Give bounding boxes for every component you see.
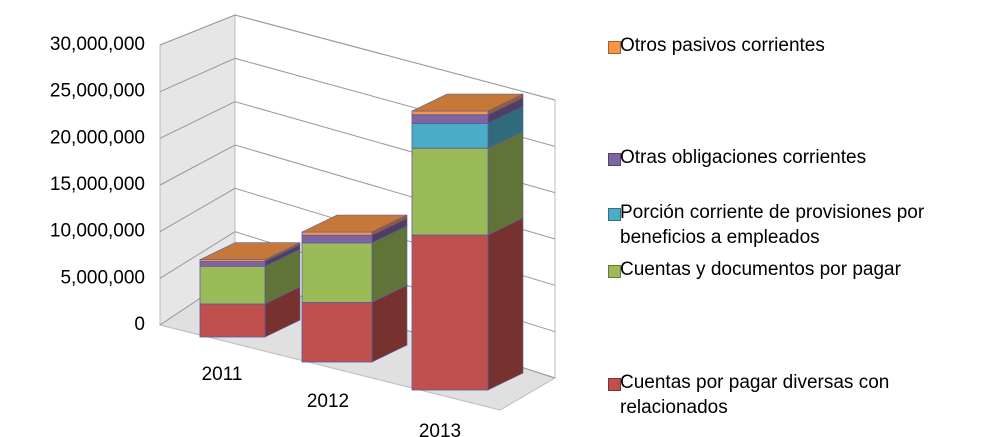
bar xyxy=(411,234,489,391)
y-tick-label: 5,000,000 xyxy=(60,267,145,288)
legend-swatch xyxy=(608,265,621,278)
legend-swatch xyxy=(608,153,621,166)
bar xyxy=(301,242,373,303)
bar xyxy=(411,114,489,124)
legend-label: Cuentas por pagar diversas con relaciona… xyxy=(620,372,890,418)
bar-side xyxy=(487,217,524,391)
y-tick-label: 20,000,000 xyxy=(50,127,145,148)
legend-swatch xyxy=(608,208,621,221)
bar xyxy=(301,302,373,363)
bar-top xyxy=(411,93,524,112)
bar-top xyxy=(199,242,301,260)
x-tick-label: 2011 xyxy=(202,364,243,385)
bar xyxy=(199,265,266,305)
legend-label: Porción corriente de provisiones por ben… xyxy=(620,202,925,248)
bar xyxy=(301,234,373,244)
bar xyxy=(199,303,266,338)
x-tick-label: 2012 xyxy=(307,391,349,412)
legend-label: Cuentas y documentos por pagar xyxy=(620,259,901,280)
legend-label: Otras obligaciones corrientes xyxy=(620,147,867,168)
y-tick-label: 25,000,000 xyxy=(50,81,145,102)
legend-swatch xyxy=(608,378,621,391)
y-tick-label: 30,000,000 xyxy=(50,34,145,55)
y-tick-label: 15,000,000 xyxy=(50,174,145,195)
y-tick-label: 0 xyxy=(134,314,145,335)
bar-top xyxy=(301,214,408,233)
bar xyxy=(411,147,489,236)
bar xyxy=(301,231,373,236)
legend-label: Otros pasivos corrientes xyxy=(620,35,825,56)
grid-line xyxy=(159,14,556,101)
bar-side xyxy=(487,130,524,236)
y-tick-label: 10,000,000 xyxy=(50,221,145,242)
legend-swatch xyxy=(608,41,621,54)
bar xyxy=(199,261,266,267)
bar xyxy=(411,110,489,116)
bar xyxy=(411,123,489,149)
x-tick-label: 2013 xyxy=(419,421,461,437)
